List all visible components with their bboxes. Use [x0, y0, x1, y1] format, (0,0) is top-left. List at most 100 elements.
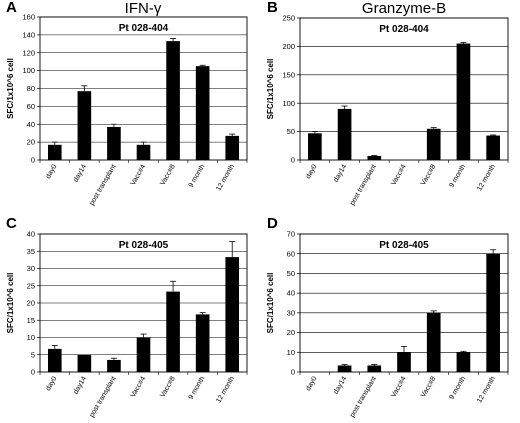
- x-category-label: Vacc#4: [130, 375, 148, 398]
- x-category-label: post transplant: [349, 375, 378, 418]
- plot-title: Pt 028-404: [119, 23, 169, 34]
- y-tick-label: 250: [282, 14, 295, 23]
- y-axis-title: SFC/1x10^6 cell: [6, 273, 15, 334]
- bar: [426, 128, 441, 160]
- x-category-label: 9 month: [448, 163, 467, 188]
- y-tick-label: 40: [27, 230, 35, 239]
- panel-b: B Granzyme-B 0 50 100 150 200 250 SFC/1x10^6 cel…: [266, 0, 509, 207]
- bar: [308, 133, 322, 160]
- panel-c: C 0 5 10 15 20 25 30 35 40 SFC/1x10^6 cell Pt 028-4…: [6, 215, 248, 419]
- plot-frame: [299, 17, 509, 161]
- y-axis-title: SFC/1x10^6 cell: [266, 273, 275, 334]
- x-category-label: day0: [45, 375, 59, 392]
- bar: [77, 354, 92, 372]
- y-tick-label: 25: [27, 281, 35, 290]
- y-tick-label: 40: [27, 120, 35, 129]
- bar: [367, 156, 382, 160]
- x-category-label: Vacc#4: [130, 163, 148, 186]
- x-category-label: day0: [45, 163, 59, 180]
- y-tick-label: 10: [27, 333, 35, 342]
- y-tick-label: 120: [22, 48, 35, 57]
- x-category-label: Vacc#8: [159, 375, 177, 398]
- bar: [136, 144, 151, 160]
- bar: [166, 291, 180, 372]
- x-category-label: day14: [333, 163, 349, 183]
- y-tick-label: 70: [287, 230, 295, 239]
- bar: [225, 257, 240, 372]
- y-tick-label: 15: [27, 316, 35, 325]
- y-tick-label: 5: [31, 350, 35, 359]
- y-tick-label: 0: [291, 368, 295, 377]
- y-tick-label: 30: [287, 308, 295, 317]
- y-tick-label: 20: [27, 299, 35, 308]
- y-tick-label: 100: [22, 66, 35, 75]
- panel-letter: D: [267, 215, 278, 232]
- x-category-label: post transplant: [89, 375, 118, 418]
- y-tick-label: 150: [282, 70, 295, 79]
- x-category-label: 12 month: [215, 375, 236, 404]
- x-category-label: Vacc#8: [420, 163, 438, 186]
- bar: [486, 135, 500, 160]
- bar: [107, 126, 121, 160]
- plot-title: Pt 028-405: [379, 240, 429, 251]
- y-tick-label: 35: [27, 247, 35, 256]
- bar: [166, 41, 180, 160]
- panel-letter: C: [6, 215, 17, 232]
- panel-heading: Granzyme-B: [362, 0, 446, 17]
- y-tick-label: 10: [287, 348, 295, 357]
- y-tick-label: 80: [27, 84, 35, 93]
- x-category-label: post transplant: [349, 163, 378, 206]
- bar: [337, 108, 352, 160]
- x-category-label: post transplant: [89, 163, 118, 206]
- bar: [136, 337, 151, 372]
- y-tick-label: 20: [287, 328, 295, 337]
- x-category-label: day0: [305, 163, 319, 180]
- bar: [486, 253, 500, 372]
- y-axis-title: SFC/1x10^6 cell: [266, 59, 275, 120]
- y-tick-label: 30: [27, 264, 35, 273]
- bar: [337, 365, 352, 372]
- bar: [225, 135, 240, 160]
- x-category-label: day14: [72, 163, 88, 183]
- bar: [47, 144, 62, 160]
- x-category-label: 9 month: [448, 375, 467, 400]
- y-tick-label: 60: [287, 249, 295, 258]
- x-category-label: 12 month: [476, 375, 497, 404]
- x-category-label: 9 month: [188, 163, 207, 188]
- plot-title: Pt 028-405: [119, 240, 169, 251]
- y-tick-label: 160: [22, 13, 35, 22]
- y-tick-label: 60: [27, 102, 35, 111]
- y-tick-label: 100: [282, 99, 295, 108]
- x-category-label: Vacc#8: [159, 163, 177, 186]
- y-tick-label: 140: [22, 30, 35, 39]
- panel-heading: IFN-γ: [125, 0, 162, 17]
- x-category-label: Vacc#4: [390, 375, 408, 398]
- x-category-label: day14: [333, 375, 349, 395]
- bar: [47, 348, 62, 372]
- bar: [397, 352, 411, 372]
- bar: [107, 359, 121, 372]
- x-category-label: Vacc#4: [390, 163, 408, 186]
- y-tick-label: 0: [31, 156, 35, 165]
- bar: [426, 312, 441, 372]
- y-axis-title: SFC/1x10^6 cell: [6, 58, 15, 119]
- plot-title: Pt 028-404: [379, 24, 429, 35]
- y-tick-label: 20: [27, 138, 35, 147]
- y-tick-label: 200: [282, 42, 295, 51]
- bar: [367, 365, 382, 372]
- bar: [456, 43, 471, 161]
- x-category-label: 12 month: [476, 163, 497, 192]
- y-tick-label: 50: [287, 127, 295, 136]
- x-category-label: 12 month: [215, 163, 236, 192]
- bar: [456, 352, 471, 372]
- y-tick-label: 50: [287, 269, 295, 278]
- y-tick-label: 0: [291, 156, 295, 165]
- panel-a: A IFN-γ 0 20 40 60 80 100 120 140 160 SFC/1x10^6 ce…: [6, 0, 248, 207]
- y-tick-label: 0: [31, 368, 35, 377]
- bar: [195, 314, 210, 372]
- bar: [77, 91, 92, 160]
- x-category-label: Vacc#8: [420, 375, 438, 398]
- panel-letter: B: [267, 0, 278, 16]
- x-category-label: day0: [305, 375, 319, 392]
